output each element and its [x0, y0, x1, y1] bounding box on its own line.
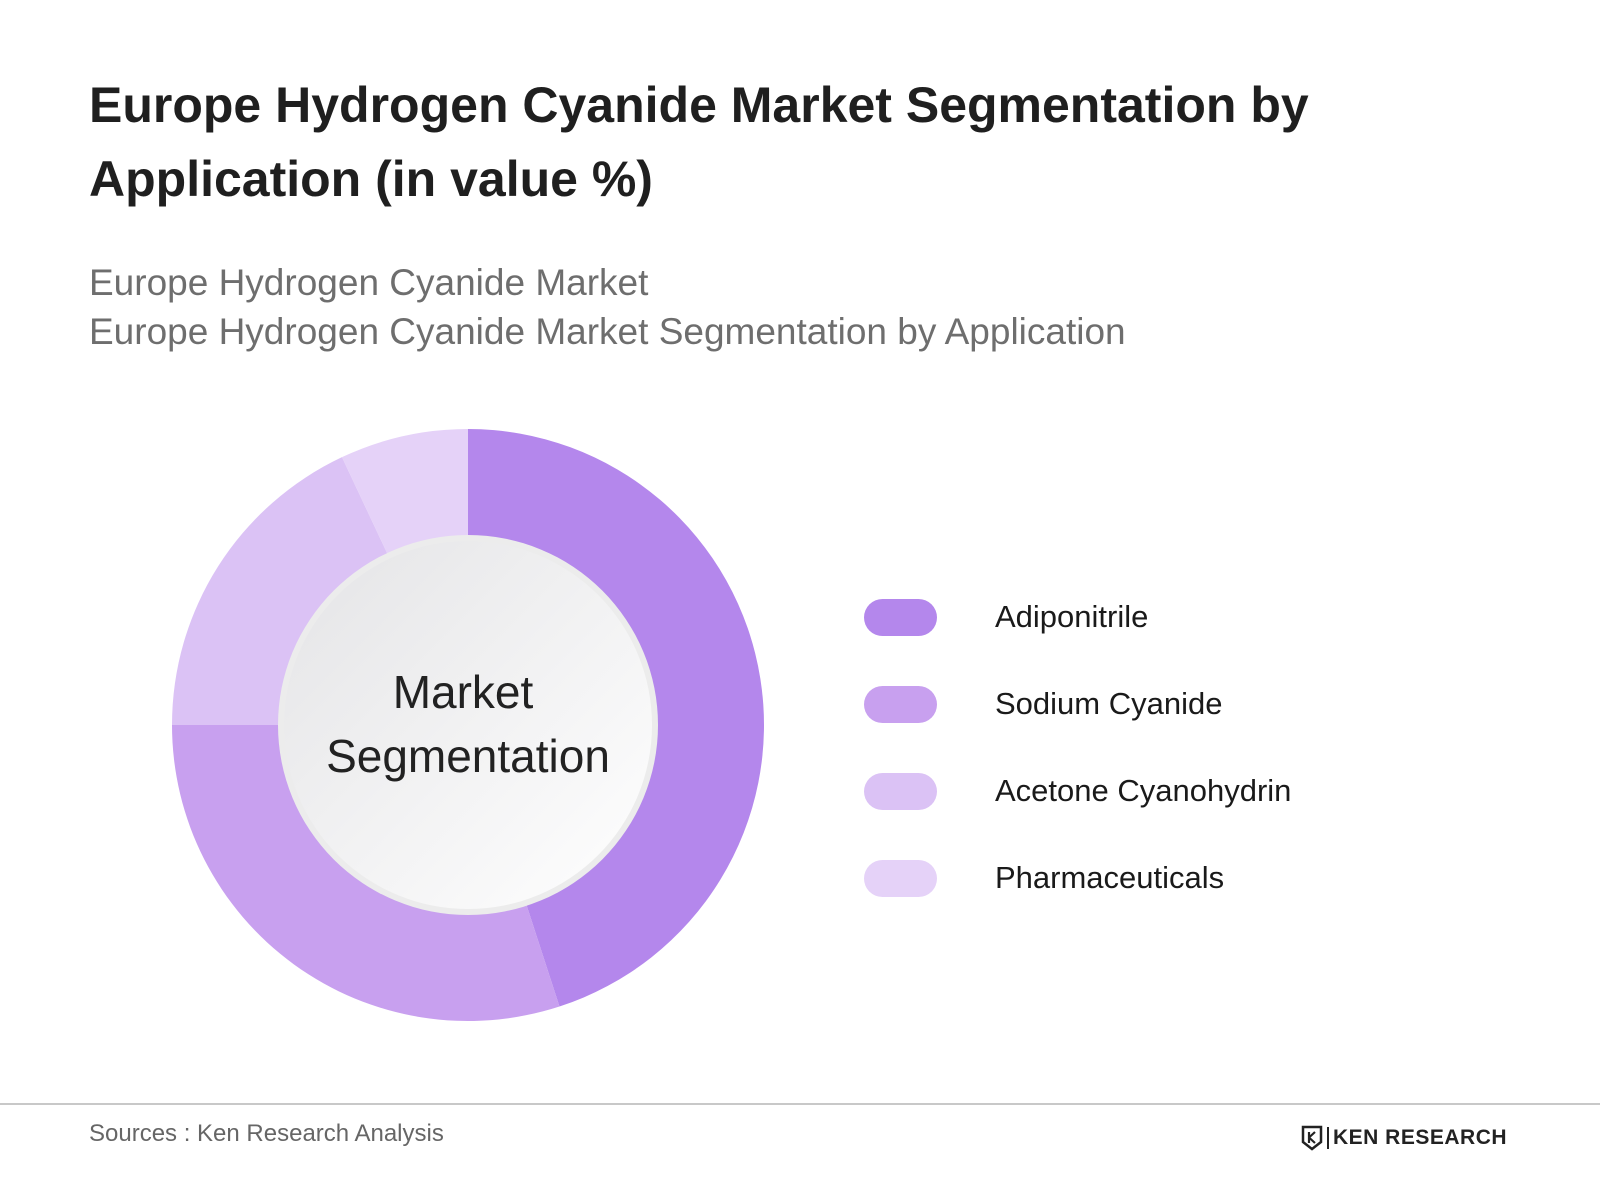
legend-item: Sodium Cyanide: [864, 685, 1424, 723]
legend-item: Acetone Cyanohydrin: [864, 772, 1424, 810]
legend-label: Adiponitrile: [995, 599, 1149, 634]
donut-slice-adiponitrile: [468, 429, 765, 1007]
chart-subtitle: Europe Hydrogen Cyanide Market Europe Hy…: [89, 258, 1509, 356]
donut-chart: Market Segmentation: [172, 429, 765, 1022]
legend-swatch: [864, 772, 937, 810]
legend-swatch: [864, 598, 937, 636]
subtitle-line-1: Europe Hydrogen Cyanide Market: [89, 262, 649, 303]
legend-label: Sodium Cyanide: [995, 686, 1223, 721]
center-label-line-2: Segmentation: [326, 730, 610, 782]
ken-logo-icon: [1301, 1125, 1323, 1151]
legend-label: Acetone Cyanohydrin: [995, 773, 1292, 808]
subtitle-line-2: Europe Hydrogen Cyanide Market Segmentat…: [89, 311, 1126, 352]
legend-swatch: [864, 685, 937, 723]
logo-separator: [1327, 1127, 1329, 1149]
center-disc: [284, 541, 652, 909]
legend-item: Adiponitrile: [864, 598, 1424, 636]
donut-slice-pharmaceuticals: [341, 429, 468, 555]
chart-title: Europe Hydrogen Cyanide Market Segmentat…: [89, 77, 1309, 207]
ken-research-logo: KEN RESEARCH: [1300, 1125, 1507, 1151]
legend-swatch: [864, 859, 937, 897]
legend-label: Pharmaceuticals: [995, 860, 1225, 895]
source-note: Sources : Ken Research Analysis: [89, 1120, 444, 1147]
legend: Adiponitrile Sodium Cyanide Acetone Cyan…: [864, 598, 1424, 946]
donut-slice-acetone-cyanohydrin: [172, 457, 388, 725]
logo-text: KEN RESEARCH: [1333, 1126, 1508, 1149]
donut-slice-sodium-cyanide: [172, 725, 560, 1022]
donut-slices: [172, 429, 765, 1022]
legend-item: Pharmaceuticals: [864, 859, 1424, 897]
center-label-line-1: Market: [393, 666, 534, 718]
footer-divider: [0, 1103, 1600, 1105]
